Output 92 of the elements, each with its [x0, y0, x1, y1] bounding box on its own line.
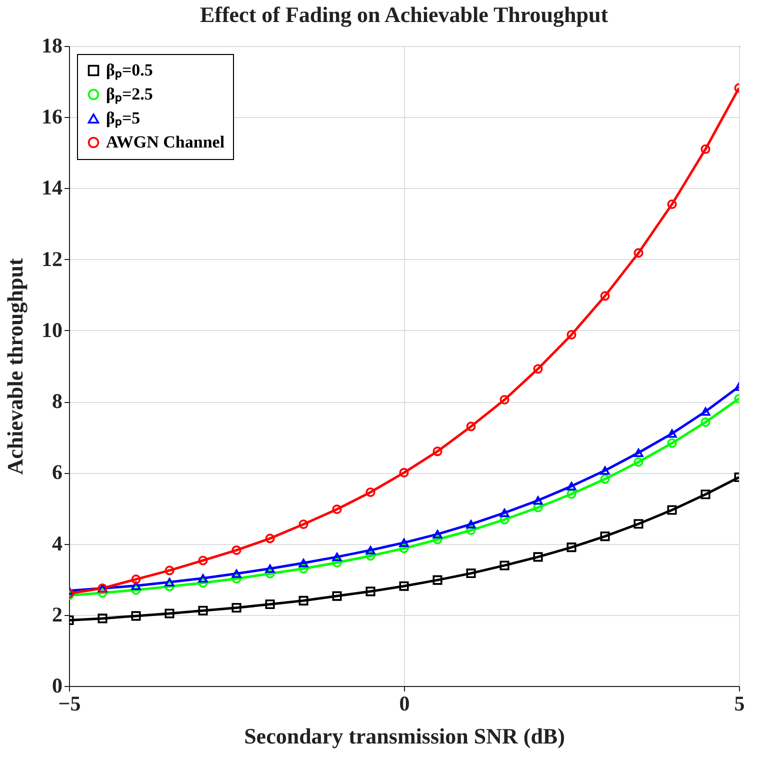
point	[366, 586, 376, 596]
point	[466, 520, 476, 528]
point	[332, 558, 342, 568]
point	[366, 546, 376, 554]
point	[667, 438, 677, 448]
legend-label: βₚ=2.5	[106, 84, 153, 104]
point	[533, 552, 543, 562]
point	[566, 542, 576, 552]
point	[265, 534, 275, 544]
point	[265, 599, 275, 609]
point	[667, 199, 677, 209]
point	[566, 489, 576, 499]
y-tick-label: 4	[52, 531, 63, 556]
point	[332, 591, 342, 601]
point	[232, 545, 242, 555]
point	[298, 558, 308, 568]
point	[700, 490, 710, 500]
point	[366, 487, 376, 497]
y-axis-title: Achievable throughput	[2, 258, 28, 475]
point	[198, 556, 208, 566]
point	[164, 566, 174, 576]
point	[600, 291, 610, 301]
point	[500, 395, 510, 405]
x-tick-label: 0	[399, 692, 410, 716]
point	[634, 248, 644, 258]
point	[466, 568, 476, 578]
point	[366, 551, 376, 561]
point	[332, 552, 342, 562]
legend-label: βₚ=5	[106, 108, 140, 128]
legend-label: AWGN Channel	[106, 132, 225, 152]
y-tick-label: 18	[42, 34, 62, 58]
point	[232, 569, 242, 578]
point	[566, 482, 576, 490]
point	[533, 502, 543, 512]
y-tick-label: 8	[52, 389, 62, 414]
legend-label: βₚ=0.5	[106, 60, 153, 80]
point	[700, 417, 710, 427]
y-tick-label: 12	[42, 246, 62, 271]
x-tick-label: 5	[734, 692, 745, 716]
point	[164, 578, 174, 586]
y-tick-label: 2	[52, 602, 62, 626]
point	[298, 519, 308, 529]
point	[298, 596, 308, 606]
point	[98, 588, 108, 598]
point	[399, 544, 409, 554]
point	[600, 466, 610, 475]
point	[432, 575, 442, 585]
point	[700, 144, 710, 154]
point	[500, 560, 510, 570]
chart-title: Effect of Fading on Achievable Throughput	[200, 2, 609, 27]
point	[700, 407, 710, 416]
point	[600, 474, 610, 484]
y-tick-label: 6	[52, 460, 62, 484]
point	[634, 448, 644, 458]
x-axis-title: Secondary transmission SNR (dB)	[244, 724, 565, 748]
point	[131, 611, 141, 621]
point	[164, 608, 174, 618]
point	[566, 330, 576, 340]
point	[500, 508, 510, 518]
point	[131, 581, 141, 590]
y-tick-label: 10	[42, 318, 62, 342]
point	[131, 574, 141, 584]
point	[298, 564, 308, 574]
point	[600, 532, 610, 542]
point	[432, 530, 442, 538]
point	[500, 514, 510, 524]
y-tick-label: 16	[42, 104, 62, 129]
point	[232, 574, 242, 584]
point	[533, 364, 543, 374]
point	[634, 519, 644, 529]
point	[232, 603, 242, 613]
point	[131, 585, 141, 595]
point	[332, 504, 342, 514]
point	[667, 505, 677, 515]
point	[198, 578, 208, 588]
point	[265, 568, 275, 578]
y-tick-label: 14	[42, 176, 63, 200]
point	[667, 429, 677, 438]
point	[432, 534, 442, 544]
point	[198, 574, 208, 583]
point	[466, 526, 476, 536]
point	[399, 468, 409, 478]
point	[533, 496, 543, 505]
point	[265, 564, 275, 573]
point	[198, 606, 208, 616]
point	[399, 581, 409, 591]
point	[399, 538, 409, 547]
point	[98, 614, 108, 624]
point	[164, 582, 174, 592]
point	[634, 457, 644, 467]
point	[432, 446, 442, 456]
point	[466, 422, 476, 432]
